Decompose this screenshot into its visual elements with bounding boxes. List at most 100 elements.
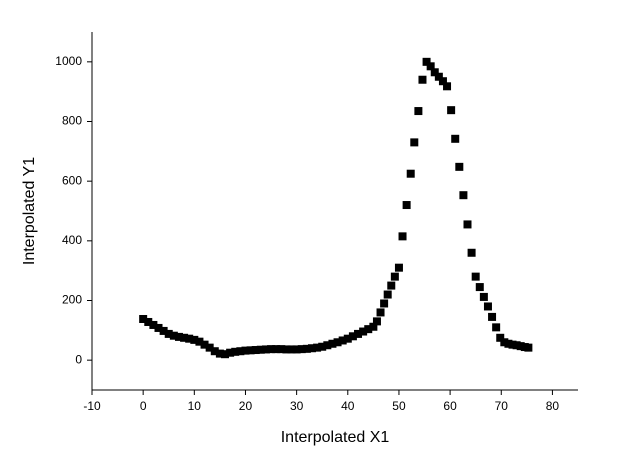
point (414, 107, 423, 116)
point (282, 345, 291, 354)
point (394, 263, 403, 272)
point (221, 350, 230, 359)
point (256, 345, 265, 354)
point (297, 345, 306, 354)
point (333, 338, 342, 347)
x-tick-label: 20 (239, 399, 253, 413)
y-tick-label: 200 (62, 293, 82, 307)
point (422, 57, 431, 66)
point (434, 72, 443, 81)
x-tick-label: 0 (140, 399, 147, 413)
point (200, 340, 209, 349)
point (328, 339, 337, 348)
y-tick-label: 400 (62, 233, 82, 247)
point (185, 334, 194, 343)
point (516, 342, 525, 351)
point (246, 346, 255, 355)
point (215, 349, 224, 358)
point (205, 343, 214, 352)
point (364, 325, 373, 334)
point (488, 312, 497, 321)
point (154, 323, 163, 332)
x-tick-label: 40 (341, 399, 355, 413)
y-tick-label: 800 (62, 114, 82, 128)
point (402, 201, 411, 210)
point (139, 314, 148, 323)
point (410, 138, 419, 147)
point (508, 340, 517, 349)
y-tick-label: 600 (62, 173, 82, 187)
point (277, 345, 286, 354)
point (372, 317, 381, 326)
point (504, 339, 513, 348)
point (236, 347, 245, 356)
point (483, 302, 492, 311)
point (272, 345, 281, 354)
point (479, 292, 488, 301)
point (149, 320, 158, 329)
point (261, 345, 270, 354)
x-tick-label: 10 (188, 399, 202, 413)
point (169, 331, 178, 340)
point (463, 220, 472, 229)
point (496, 333, 505, 342)
point (195, 337, 204, 346)
point (383, 290, 392, 299)
x-tick-label: 60 (443, 399, 457, 413)
y-tick-label: 0 (75, 352, 82, 366)
point (524, 343, 533, 352)
point (210, 347, 219, 356)
point (144, 317, 153, 326)
point (359, 327, 368, 336)
x-tick-label: 30 (290, 399, 304, 413)
point (338, 336, 347, 345)
point (302, 344, 311, 353)
point (159, 326, 168, 335)
point (467, 248, 476, 257)
point (447, 106, 456, 115)
point (241, 346, 250, 355)
point (455, 162, 464, 171)
point (313, 343, 322, 352)
point (354, 329, 363, 338)
point (380, 299, 389, 308)
x-tick-label: 50 (392, 399, 406, 413)
point (512, 341, 521, 350)
point (369, 322, 378, 331)
point (471, 272, 480, 281)
point (443, 82, 452, 91)
point (398, 232, 407, 241)
point (475, 283, 484, 292)
point (190, 335, 199, 344)
point (307, 344, 316, 353)
x-tick-label: -10 (83, 399, 101, 413)
point (231, 347, 240, 356)
point (426, 62, 435, 71)
point (164, 329, 173, 338)
point (492, 323, 501, 332)
point (323, 341, 332, 350)
point (348, 332, 357, 341)
point (451, 134, 460, 143)
point (226, 348, 235, 357)
point (459, 191, 468, 200)
point (180, 333, 189, 342)
point (500, 338, 509, 347)
y-axis-label: Interpolated Y1 (21, 157, 38, 265)
x-tick-label: 80 (546, 399, 560, 413)
point (251, 346, 260, 355)
point (390, 272, 399, 281)
point (418, 75, 427, 84)
point (387, 281, 396, 290)
point (430, 68, 439, 77)
point (406, 169, 415, 178)
point (174, 332, 183, 341)
point (438, 77, 447, 86)
point (292, 345, 301, 354)
point (267, 345, 276, 354)
y-tick-label: 1000 (55, 54, 82, 68)
point (287, 345, 296, 354)
point (376, 308, 385, 317)
point (343, 334, 352, 343)
